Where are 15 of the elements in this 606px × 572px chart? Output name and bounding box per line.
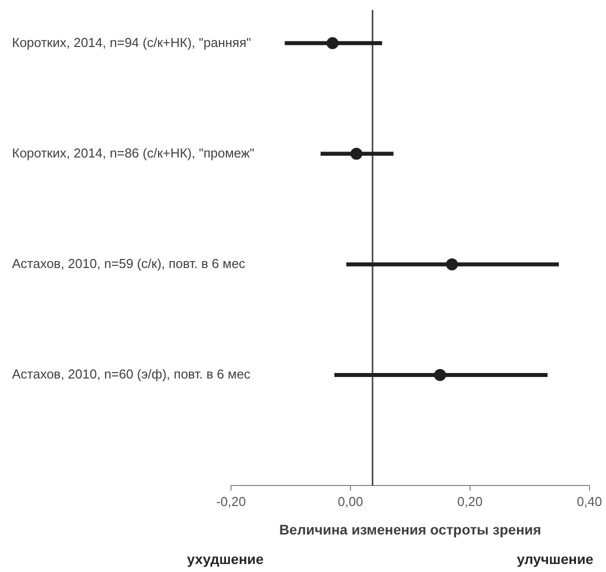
point [350, 148, 362, 160]
text: ухудшение [187, 551, 264, 567]
point [326, 37, 339, 50]
y-tick-label: Коротких, 2014, n=94 (с/к+НК), "ранняя" [12, 34, 252, 50]
x-tick-label: -0,20 [216, 494, 246, 509]
y-tick-label: Коротких, 2014, n=86 (с/к+НК), "промеж" [12, 145, 255, 160]
x-tick-label: 0,40 [576, 494, 602, 509]
point [446, 258, 458, 270]
x-tick-label: 0,00 [338, 494, 364, 509]
x-tick-label: 0,20 [457, 494, 483, 509]
y-tick-label: Астахов, 2010, n=60 (э/ф), повт. в 6 мес [12, 366, 251, 382]
point [434, 368, 446, 381]
y-tick-label: Астахов, 2010, n=59 (с/к), повт. в 6 мес [12, 256, 246, 271]
x-axis-title: Величина изменения остроты зрения [279, 521, 542, 538]
text: улучшение [516, 551, 594, 567]
